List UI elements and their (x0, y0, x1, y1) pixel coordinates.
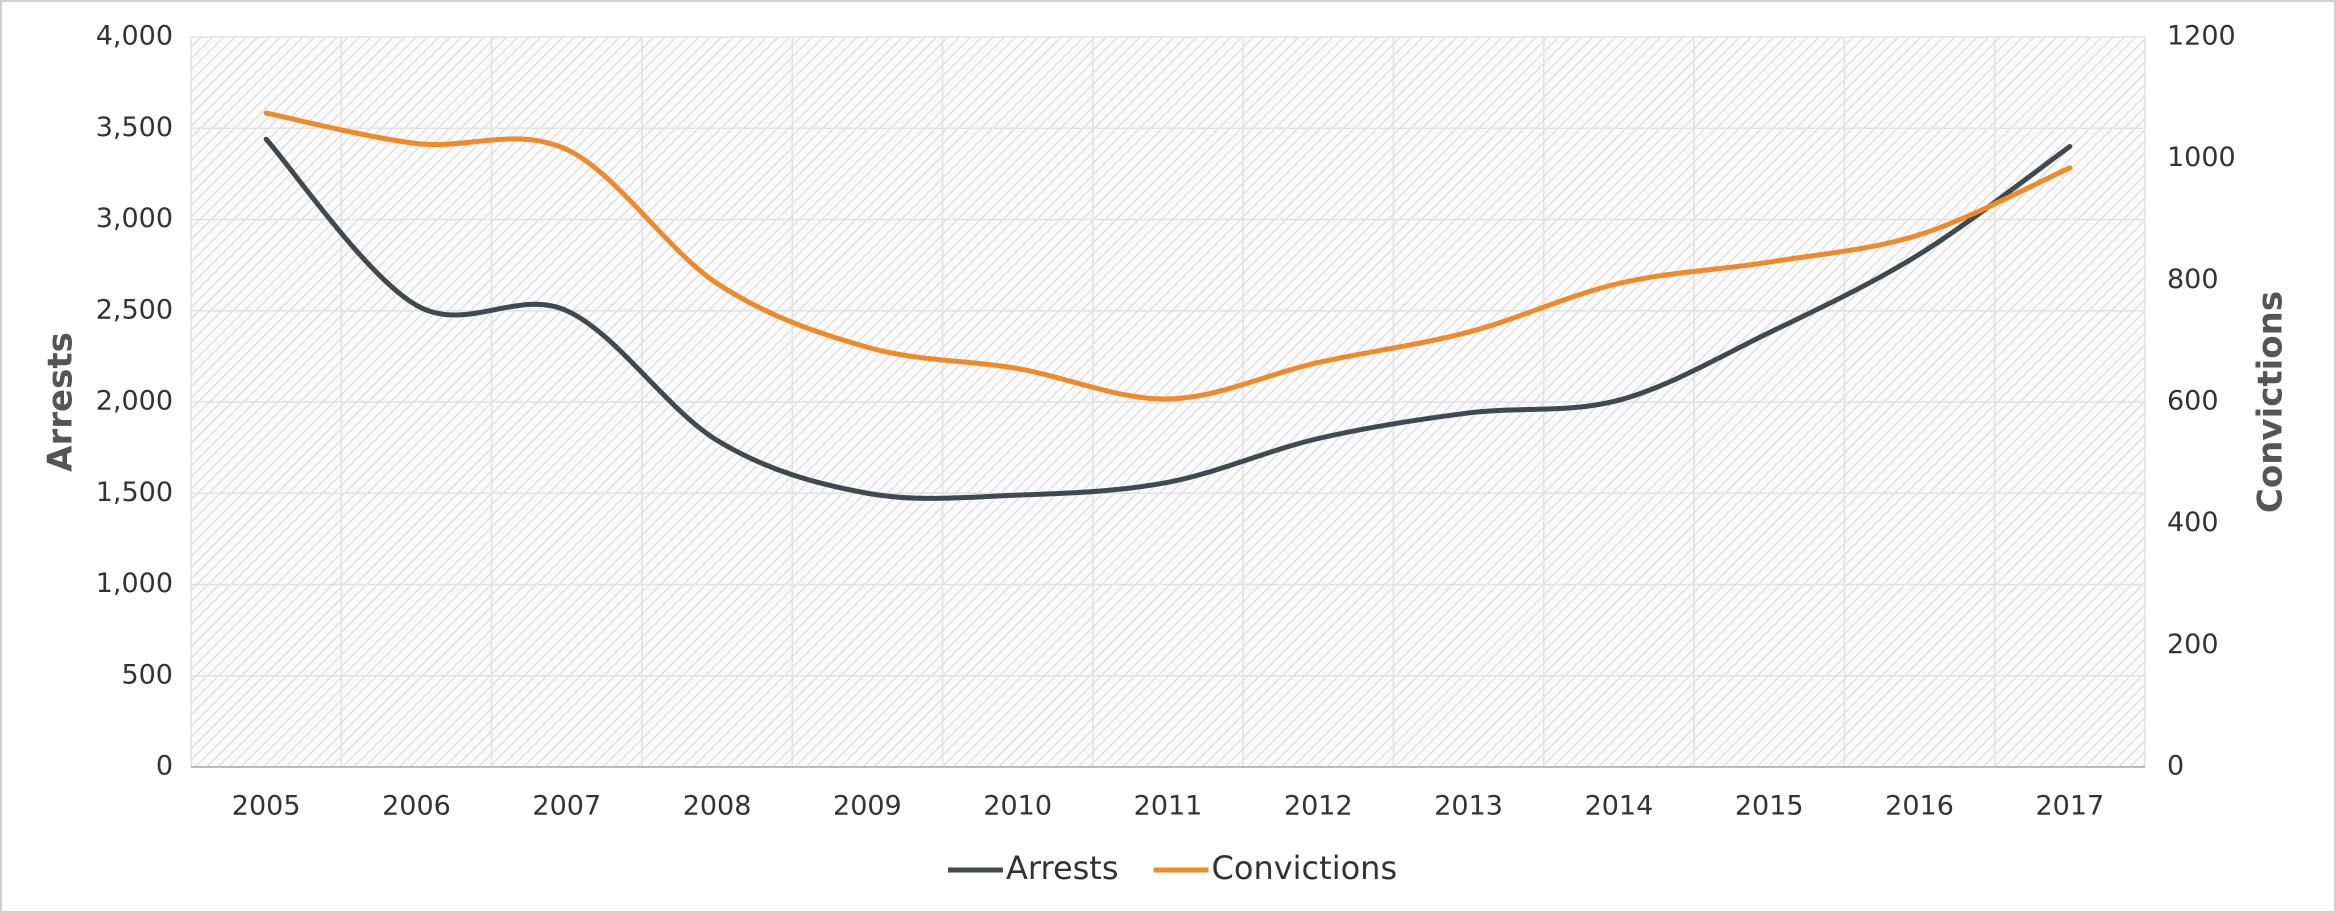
x-tick-label: 2010 (983, 791, 1052, 822)
y-tick-label: 1,000 (96, 568, 173, 599)
legend-label: Convictions (1212, 849, 1398, 887)
y2-tick-label: 1200 (2167, 21, 2236, 52)
y-tick-label: 2,000 (96, 386, 173, 417)
y2-tick-label: 400 (2167, 507, 2219, 538)
y-axis-title: Arrests (41, 332, 81, 472)
y-tick-label: 2,500 (96, 294, 173, 325)
x-tick-label: 2017 (2035, 791, 2104, 822)
y-tick-label: 3,500 (96, 112, 173, 143)
y2-tick-label: 200 (2167, 629, 2219, 660)
legend-label: Arrests (1006, 849, 1119, 887)
x-tick-label: 2016 (1885, 791, 1954, 822)
y-tick-label: 3,000 (96, 203, 173, 234)
x-tick-label: 2006 (382, 791, 451, 822)
x-tick-label: 2008 (683, 791, 752, 822)
x-tick-label: 2015 (1735, 791, 1804, 822)
x-tick-label: 2009 (833, 791, 902, 822)
x-tick-label: 2012 (1284, 791, 1353, 822)
y2-tick-label: 800 (2167, 264, 2219, 295)
y-tick-label: 500 (121, 659, 173, 690)
line-series (263, 136, 2073, 501)
y-tick-label: 4,000 (96, 21, 173, 52)
y2-axis-title: Convictions (2251, 291, 2291, 513)
line-series (263, 110, 2073, 402)
x-tick-label: 2007 (532, 791, 601, 822)
x-tick-label: 2013 (1434, 791, 1503, 822)
x-tick-label: 2005 (232, 791, 301, 822)
x-tick-label: 2011 (1134, 791, 1203, 822)
y2-tick-label: 600 (2167, 386, 2219, 417)
y2-tick-label: 0 (2167, 751, 2184, 782)
y-tick-label: 1,500 (96, 477, 173, 508)
y2-tick-label: 1000 (2167, 142, 2236, 173)
y-tick-label: 0 (156, 751, 173, 782)
x-tick-label: 2014 (1585, 791, 1654, 822)
